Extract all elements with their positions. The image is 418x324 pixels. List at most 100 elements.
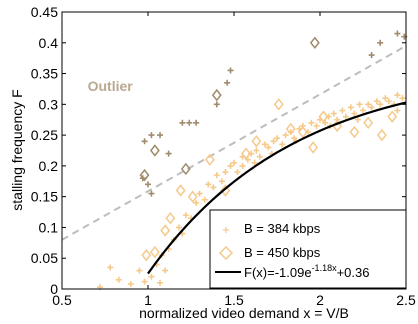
point-450kbps bbox=[251, 135, 262, 148]
point-384kbps bbox=[274, 135, 280, 142]
point-384kbps bbox=[399, 95, 406, 102]
point-384kbps bbox=[339, 107, 346, 114]
point-outlier-plus bbox=[157, 132, 164, 139]
point-384kbps bbox=[222, 169, 229, 176]
outlier-boundary-line bbox=[61, 44, 407, 241]
point-384kbps bbox=[244, 156, 251, 163]
point-384kbps bbox=[385, 98, 392, 105]
point-384kbps bbox=[279, 141, 286, 148]
point-outlier-plus bbox=[377, 39, 384, 46]
point-384kbps bbox=[356, 101, 363, 108]
x-axis-title: normalized video demand x = V/B bbox=[139, 305, 349, 321]
legend: + B = 384 kbps B = 450 kbps F(x)=-1.09e-… bbox=[209, 209, 407, 289]
point-450kbps bbox=[204, 153, 215, 166]
point-outlier-plus bbox=[368, 52, 375, 59]
point-outlier-plus bbox=[224, 79, 231, 86]
point-384kbps bbox=[342, 113, 349, 120]
x-tick-label: 1 bbox=[144, 292, 152, 308]
legend-box bbox=[209, 209, 407, 289]
point-384kbps bbox=[127, 281, 134, 288]
point-384kbps bbox=[227, 162, 234, 169]
point-384kbps bbox=[291, 135, 298, 142]
point-384kbps bbox=[115, 276, 122, 283]
point-384kbps bbox=[351, 110, 358, 117]
point-outlier-diamond bbox=[180, 162, 191, 176]
point-outlier-plus bbox=[165, 150, 172, 157]
outlier-annotation: Outlier bbox=[88, 78, 134, 94]
point-outlier-plus bbox=[186, 119, 193, 126]
point-450kbps bbox=[175, 184, 186, 197]
plot-layer bbox=[61, 30, 408, 291]
fit-curve bbox=[147, 101, 407, 275]
point-outlier-diamond bbox=[149, 144, 160, 157]
x-tick-label: 1.5 bbox=[224, 292, 244, 308]
point-384kbps bbox=[239, 162, 246, 169]
point-450kbps bbox=[285, 122, 296, 136]
x-tick-label: 2 bbox=[316, 292, 324, 308]
legend-label-384: B = 384 kbps bbox=[244, 221, 321, 236]
point-384kbps bbox=[157, 279, 164, 286]
point-384kbps bbox=[368, 104, 375, 111]
point-outlier-plus bbox=[213, 101, 220, 108]
point-384kbps bbox=[365, 101, 372, 108]
y-axis-title: stalling frequency F bbox=[9, 89, 25, 210]
y-tick-label: 0.3 bbox=[39, 96, 59, 112]
point-450kbps bbox=[297, 125, 308, 139]
point-384kbps bbox=[373, 98, 380, 105]
point-384kbps bbox=[251, 159, 258, 166]
point-384kbps bbox=[213, 172, 220, 179]
point-384kbps bbox=[234, 169, 241, 176]
point-384kbps bbox=[394, 107, 401, 114]
point-450kbps bbox=[241, 147, 252, 160]
y-tick-label: 0.25 bbox=[31, 127, 58, 143]
point-384kbps bbox=[261, 141, 268, 148]
point-384kbps bbox=[360, 107, 366, 114]
y-tick-label: 0.35 bbox=[31, 66, 58, 82]
axes-layer: 0.5 1 1.5 2 2.5 0 0.05 0.1 0.15 0.2 0.25 0.3 0.35 0.4… bbox=[31, 4, 416, 308]
point-384kbps bbox=[347, 104, 354, 111]
point-outlier-plus bbox=[145, 181, 151, 188]
point-384kbps bbox=[182, 212, 189, 219]
point-384kbps bbox=[308, 119, 315, 126]
point-450kbps bbox=[349, 125, 360, 139]
point-outlier-plus bbox=[148, 132, 155, 139]
point-384kbps bbox=[162, 267, 169, 274]
point-450kbps bbox=[308, 141, 319, 154]
point-384kbps bbox=[148, 273, 155, 280]
point-outlier-plus bbox=[141, 138, 148, 145]
y-tick-label: 0.15 bbox=[31, 189, 58, 205]
point-384kbps bbox=[282, 132, 289, 139]
point-384kbps bbox=[193, 199, 200, 206]
point-450kbps bbox=[149, 245, 160, 259]
point-384kbps bbox=[313, 122, 320, 129]
point-384kbps bbox=[253, 147, 260, 154]
legend-label-450: B = 450 kbps bbox=[244, 245, 321, 260]
y-tick-label: 0.05 bbox=[31, 250, 58, 266]
point-384kbps bbox=[265, 144, 272, 151]
point-450kbps bbox=[220, 184, 231, 197]
point-384kbps bbox=[218, 178, 225, 185]
y-tick-label: 0.4 bbox=[39, 35, 59, 51]
point-450kbps bbox=[141, 248, 152, 262]
point-450kbps bbox=[273, 98, 284, 111]
point-450kbps bbox=[187, 190, 198, 203]
y-tick-label: 0.2 bbox=[39, 158, 59, 174]
point-450kbps bbox=[165, 212, 176, 225]
legend-diamond-marker bbox=[218, 245, 234, 261]
point-450kbps bbox=[160, 224, 171, 237]
point-outlier-plus bbox=[193, 119, 200, 126]
point-384kbps bbox=[196, 190, 203, 197]
x-tick-label: 2.5 bbox=[396, 292, 416, 308]
point-384kbps bbox=[210, 184, 217, 191]
point-384kbps bbox=[201, 196, 208, 203]
point-outlier-diamond bbox=[139, 168, 150, 182]
point-outlier-plus bbox=[394, 30, 401, 37]
y-tick-label: 0.45 bbox=[31, 4, 58, 20]
y-tick-label: 0.1 bbox=[39, 219, 59, 235]
point-384kbps bbox=[107, 264, 114, 271]
point-outlier-diamond bbox=[309, 36, 320, 49]
x-tick-label: 0.5 bbox=[52, 292, 72, 308]
point-384kbps bbox=[382, 95, 389, 102]
